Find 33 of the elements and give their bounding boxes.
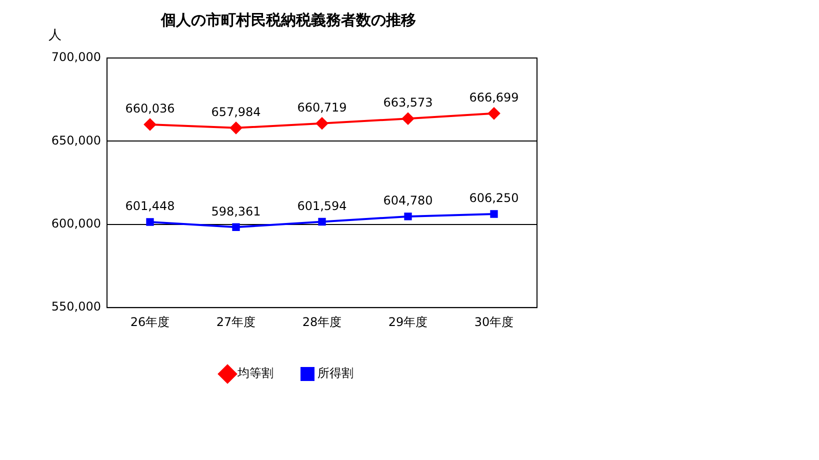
point xyxy=(404,212,412,220)
data-label: 660,719 xyxy=(297,100,347,114)
y-tick-label: 600,000 xyxy=(51,216,101,231)
data-label: 604,780 xyxy=(383,194,433,208)
x-tick-label: 26年度 xyxy=(130,314,170,329)
data-label: 606,250 xyxy=(469,191,519,206)
point xyxy=(232,223,240,231)
data-label: 601,448 xyxy=(125,199,175,214)
point xyxy=(488,107,500,120)
x-tick-label: 28年度 xyxy=(302,314,342,329)
chart-title: 個人の市町村民税納税義務者数の推移 xyxy=(160,10,416,29)
point xyxy=(316,117,328,130)
point xyxy=(318,218,326,226)
data-label: 601,594 xyxy=(297,198,347,213)
point xyxy=(402,112,414,125)
point xyxy=(144,118,156,130)
point xyxy=(146,218,154,226)
legend-label: 所得割 xyxy=(318,366,354,380)
y-tick-label: 550,000 xyxy=(51,300,101,314)
data-label: 660,036 xyxy=(125,102,175,116)
data-label: 657,984 xyxy=(211,105,261,120)
x-tick-label: 27年度 xyxy=(216,314,256,329)
data-label: 663,573 xyxy=(383,96,433,110)
y-tick-label: 650,000 xyxy=(51,133,101,148)
point xyxy=(230,122,242,134)
y-axis-title: 人 xyxy=(48,28,62,43)
legend-label: 均等割 xyxy=(236,366,274,380)
x-tick-label: 30年度 xyxy=(474,314,514,329)
point xyxy=(490,210,498,218)
data-label: 598,361 xyxy=(211,204,261,218)
x-tick-label: 29年度 xyxy=(388,314,428,329)
data-label: 666,699 xyxy=(469,90,519,105)
y-tick-label: 700,000 xyxy=(51,50,101,64)
